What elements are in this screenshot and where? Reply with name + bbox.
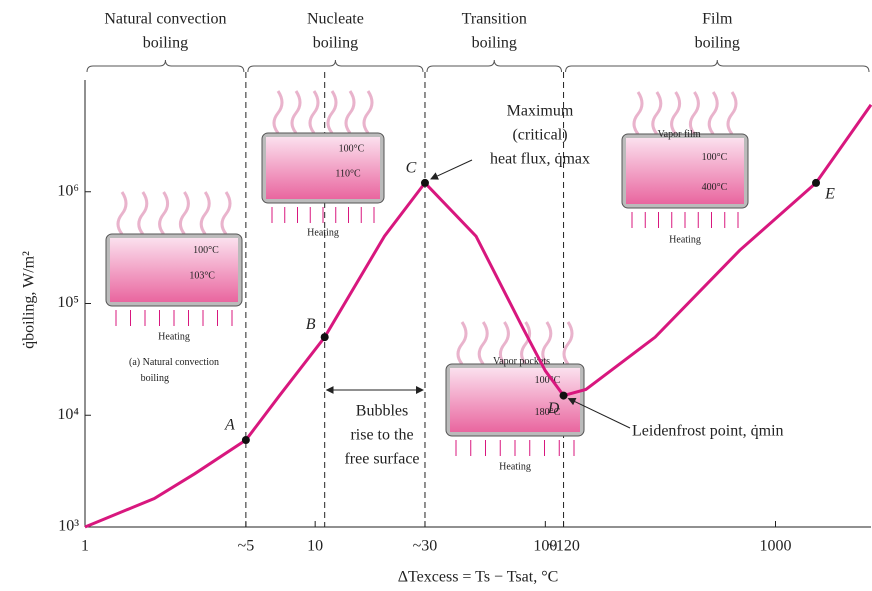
curve-point (560, 392, 568, 400)
y-tick-label: 10⁵ (57, 294, 79, 311)
inset-label: 100°C (339, 144, 365, 155)
curve-point (242, 436, 250, 444)
vapor-wisp (479, 322, 487, 364)
inset-label: Heating (499, 461, 531, 472)
annotation-arrow (431, 160, 472, 179)
y-axis-label: q̇boiling, W/m² (21, 251, 38, 349)
vapor-wisp (160, 192, 168, 234)
annotation: Maximum (507, 103, 574, 120)
water (450, 368, 580, 432)
vapor-wisp (118, 192, 126, 234)
region-brace (566, 60, 869, 72)
inset-label: (a) Natural convection (129, 357, 219, 368)
water (626, 138, 744, 204)
vapor-wisp (672, 92, 680, 134)
vapor-wisp (292, 91, 300, 133)
region-brace (87, 60, 244, 72)
annotation: free surface (344, 451, 419, 468)
region-label: Film (702, 11, 733, 28)
vapor-wisp (709, 92, 717, 134)
x-tick-label: 1 (81, 538, 89, 555)
vapor-wisp (274, 91, 282, 133)
x-axis-label: ΔTexcess = Ts − Tsat, °C (398, 569, 559, 586)
region-brace (248, 60, 423, 72)
y-tick-label: 10³ (58, 518, 79, 535)
vapor-wisp (728, 92, 736, 134)
vapor-wisp (201, 192, 209, 234)
vapor-wisp (634, 92, 642, 134)
point-label: E (824, 186, 835, 203)
annotation: (critical) (512, 127, 567, 144)
annotation: heat flux, q̇max (490, 151, 590, 168)
vapor-wisp (346, 91, 354, 133)
vapor-wisp (180, 192, 188, 234)
region-label: boiling (695, 35, 740, 52)
region-brace (427, 60, 562, 72)
vapor-wisp (364, 91, 372, 133)
vapor-wisp (139, 192, 147, 234)
inset-label: 400°C (702, 182, 728, 193)
inset-label: 100°C (193, 245, 219, 256)
vapor-wisp (653, 92, 661, 134)
annotation: Bubbles (356, 403, 408, 420)
x-tick-label: ~5 (238, 538, 255, 555)
point-label: A (224, 417, 235, 434)
vapor-wisp (222, 192, 230, 234)
point-label: D (547, 400, 560, 417)
annotation: rise to the (350, 427, 413, 444)
region-label: Nucleate (307, 11, 364, 28)
y-tick-label: 10⁴ (57, 406, 79, 423)
chart: ΔTexcess = Ts − Tsat, °C q̇boiling, W/m²… (0, 0, 872, 591)
annotation: Leidenfrost point, q̇min (632, 423, 784, 440)
vapor-wisp (564, 322, 572, 364)
curve-point (321, 333, 329, 341)
inset-label: Heating (158, 331, 190, 342)
inset-label: 110°C (335, 168, 361, 179)
inset-label: Heating (307, 227, 339, 238)
vapor-wisp (690, 92, 698, 134)
inset-label: 103°C (189, 271, 215, 282)
point-label: B (306, 316, 316, 333)
point-label: C (406, 160, 417, 177)
region-label: Transition (462, 11, 527, 28)
vapor-wisp (310, 91, 318, 133)
curve-point (812, 179, 820, 187)
x-tick-label: ~30 (413, 538, 438, 555)
y-tick-label: 10⁶ (57, 182, 79, 199)
inset-label: Heating (669, 235, 701, 246)
region-label: Natural convection (104, 11, 226, 28)
curve-point (421, 179, 429, 187)
inset-label: 100°C (702, 152, 728, 163)
x-tick-label: 1000 (759, 538, 791, 555)
vapor-wisp (458, 322, 466, 364)
inset-label: Vapor film (658, 129, 701, 140)
region-label: boiling (143, 35, 188, 52)
region-label: boiling (313, 35, 358, 52)
inset-label: boiling (141, 373, 169, 384)
region-label: boiling (472, 35, 517, 52)
x-tick-label: ~120 (547, 538, 580, 555)
vapor-wisp (328, 91, 336, 133)
x-tick-label: 10 (307, 538, 323, 555)
